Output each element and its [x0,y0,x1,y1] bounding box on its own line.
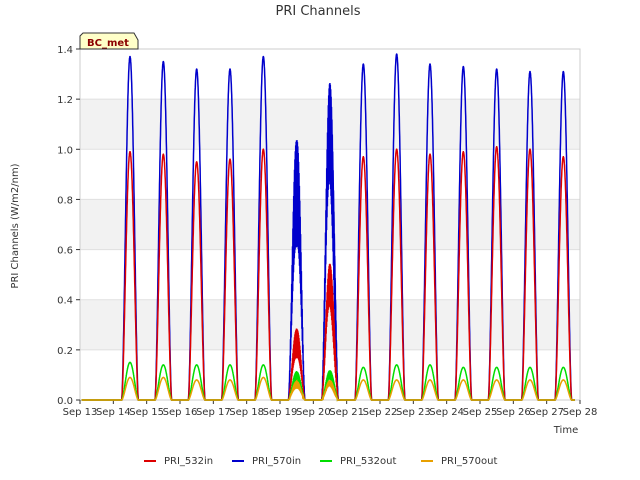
chart-title: PRI Channels [276,4,361,19]
x-tick-label: Sep 23 [396,407,431,418]
x-tick-label: Sep 28 [563,407,598,418]
plot-frame [79,48,581,401]
x-tick-label: Sep 22 [363,407,398,418]
x-tick-label: Sep 24 [429,407,464,418]
series-line-pri_570in [81,53,575,401]
y-tick-label: 0.8 [57,195,73,206]
badge: BC_met [79,32,139,50]
x-tick-label: Sep 27 [529,407,564,418]
x-tick-label: Sep 25 [463,407,498,418]
series-line-pri_532out [81,361,575,402]
x-tick-label: Sep 19 [263,407,298,418]
y-axis-ticks: 0.0 0.2 0.4 0.6 0.8 1.0 1.2 1.4 [57,45,80,407]
badge-box [79,32,139,50]
x-tick-label: Sep 14 [96,407,131,418]
series-line-pri_532in [81,146,575,401]
x-tick-label: Sep 15 [129,407,164,418]
y-tick-label: 0.2 [57,346,73,357]
y-tick-label: 0.0 [57,396,73,407]
y-tick-label: 0.4 [57,296,73,307]
x-tick-label: Sep 13 [63,407,98,418]
legend-label: PRI_532in [164,456,213,467]
y-axis-label: PRI Channels (W/m2/nm) [10,163,21,288]
x-tick-label: Sep 17 [196,407,231,418]
badge-label: BC_met [87,38,129,49]
y-tick-label: 1.4 [57,45,73,56]
series-lines [81,53,575,402]
series-line-pri_570out [81,376,575,402]
x-axis-label: Time [553,425,578,436]
x-tick-label: Sep 18 [229,407,264,418]
x-tick-label: Sep 20 [296,407,331,418]
x-tick-label: Sep 21 [329,407,364,418]
y-tick-label: 0.6 [57,246,73,257]
legend-label: PRI_570in [252,456,301,467]
x-tick-label: Sep 16 [163,407,198,418]
grid-band [80,199,580,250]
y-tick-label: 1.2 [57,95,73,106]
legend-label: PRI_532out [340,456,396,467]
legend: PRI_532in PRI_570in PRI_532out PRI_570out [144,456,497,467]
y-tick-label: 1.0 [57,145,73,156]
x-tick-label: Sep 26 [496,407,531,418]
legend-label: PRI_570out [441,456,497,467]
